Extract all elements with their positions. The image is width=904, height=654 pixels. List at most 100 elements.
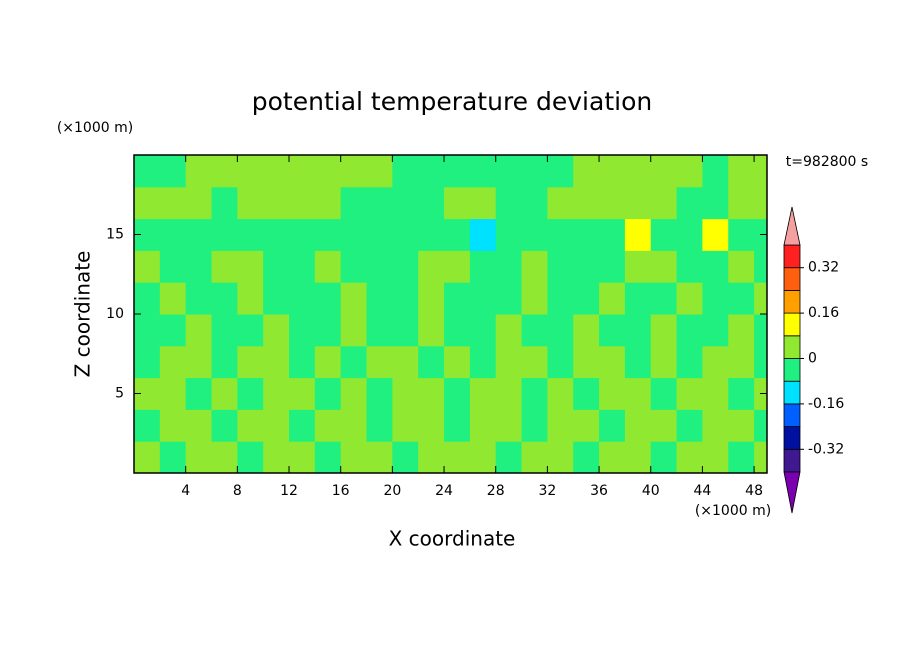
contour-cell [469, 377, 497, 410]
contour-cell [754, 250, 767, 283]
contour-cell [599, 314, 626, 347]
contour-cell [624, 186, 652, 220]
contour-cell [314, 186, 342, 220]
contour-cell [340, 155, 368, 188]
contour-cell [263, 155, 290, 188]
contour-cell [418, 314, 445, 347]
contour-cell [624, 218, 652, 251]
colorbar-bin [783, 403, 801, 427]
contour-cell [599, 155, 626, 188]
contour-cell [392, 409, 419, 442]
contour-cell [314, 409, 342, 442]
x-tick-label: 44 [693, 483, 711, 499]
contour-cell [495, 250, 523, 283]
contour-cell [366, 282, 393, 315]
contour-cell [495, 377, 523, 410]
contour-cell [573, 218, 600, 251]
contour-cell [495, 155, 523, 188]
contour-cell [469, 441, 497, 473]
x-tick-label: 36 [590, 483, 608, 499]
contour-cell [263, 218, 290, 251]
y-axis-label: Z coordinate [71, 251, 95, 378]
contour-cell [185, 218, 213, 251]
contour-cell [211, 441, 238, 473]
contour-cell [159, 441, 187, 473]
contour-cell [728, 345, 755, 379]
contour-cell [366, 377, 393, 410]
colorbar-bin [783, 448, 801, 473]
y-tick-label: 10 [106, 306, 124, 322]
contour-cell [521, 155, 548, 188]
contour-cell [599, 186, 626, 220]
x-tick-label: 24 [435, 483, 453, 499]
contour-cell [418, 155, 445, 188]
contour-cell [366, 250, 393, 283]
colorbar-bin [783, 267, 801, 291]
y-tick-label: 5 [115, 386, 124, 402]
colorbar-bin [783, 289, 801, 314]
contour-cell [495, 282, 523, 315]
contour-cell [676, 186, 703, 220]
contour-cell [237, 314, 264, 347]
contour-cell [702, 345, 729, 379]
contour-cell [521, 218, 548, 251]
contour-cell [547, 250, 574, 283]
y-tick-label: 15 [106, 227, 124, 243]
contour-cell [573, 441, 600, 473]
contour-cell [728, 441, 755, 473]
contour-cell [599, 218, 626, 251]
contour-cell [676, 409, 703, 442]
contour-cell [702, 441, 729, 473]
contour-cell [159, 409, 187, 442]
contour-cell [521, 282, 548, 315]
contour-cell [418, 250, 445, 283]
contour-cell [573, 250, 600, 283]
contour-cell [211, 250, 238, 283]
contour-cell [289, 314, 316, 347]
contour-cell [340, 282, 368, 315]
contour-cell [573, 314, 600, 347]
contour-cell [547, 218, 574, 251]
contour-cell [237, 345, 264, 379]
contour-cell [650, 218, 678, 251]
contour-cell [650, 314, 678, 347]
contour-cell [444, 218, 471, 251]
x-tick-label: 12 [280, 483, 298, 499]
contour-cell [495, 314, 523, 347]
contour-cell [469, 155, 497, 188]
contour-cell [392, 314, 419, 347]
contour-cell [366, 409, 393, 442]
contour-cell [237, 186, 264, 220]
contour-cell [237, 409, 264, 442]
contour-cell [573, 282, 600, 315]
contour-cell [444, 409, 471, 442]
contour-cell [392, 345, 419, 379]
contour-cell [547, 314, 574, 347]
contour-cell [134, 282, 161, 315]
contour-cell [314, 250, 342, 283]
contour-cell [134, 409, 161, 442]
colorbar-bin [783, 358, 801, 382]
contour-cell [211, 186, 238, 220]
contour-cell [289, 218, 316, 251]
x-tick-label: 48 [745, 483, 763, 499]
contour-cell [495, 441, 523, 473]
y-unit: (×1000 m) [57, 120, 133, 136]
contour-cell [314, 218, 342, 251]
contour-cell [547, 282, 574, 315]
contour-cell [185, 377, 213, 410]
contour-cell [676, 282, 703, 315]
x-unit: (×1000 m) [695, 503, 771, 519]
contour-cell [418, 186, 445, 220]
contour-cell [289, 250, 316, 283]
contour-cell [289, 441, 316, 473]
colorbar-tick-label: -0.16 [808, 396, 844, 412]
contour-cell [237, 218, 264, 251]
contour-cell [624, 377, 652, 410]
contour-cell [211, 409, 238, 442]
x-tick-label: 20 [383, 483, 401, 499]
x-tick-label: 40 [642, 483, 660, 499]
contour-cell [495, 409, 523, 442]
contour-cell [521, 314, 548, 347]
contour-cell [702, 218, 729, 251]
